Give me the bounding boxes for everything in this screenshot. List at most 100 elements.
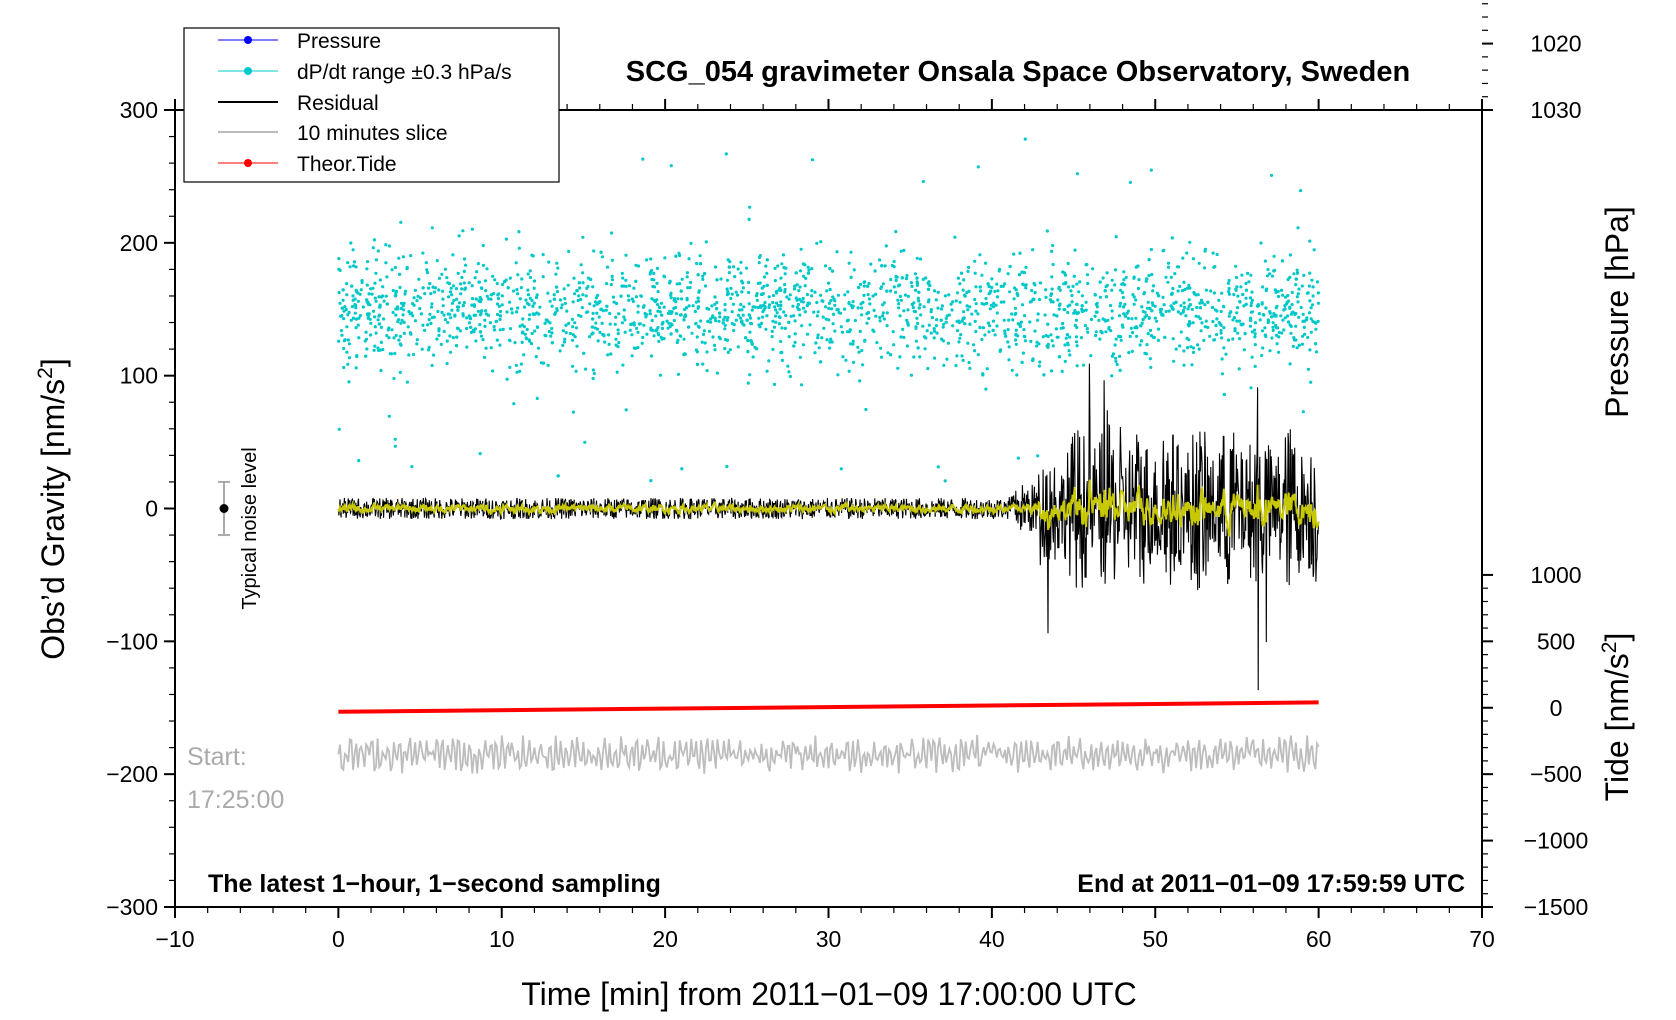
- dpdt-point: [532, 286, 536, 290]
- dpdt-point: [735, 293, 740, 297]
- dpdt-point: [967, 360, 971, 365]
- dpdt-point: [955, 354, 959, 358]
- dpdt-point: [508, 365, 512, 369]
- dpdt-point: [866, 284, 870, 288]
- dpdt-point: [425, 271, 430, 275]
- dpdt-point: [1098, 295, 1103, 299]
- dpdt-point: [558, 349, 562, 353]
- dpdt-point: [914, 288, 918, 292]
- dpdt-point: [827, 306, 831, 310]
- dpdt-point: [1197, 315, 1201, 319]
- dpdt-point: [805, 292, 810, 297]
- dpdt-point: [839, 325, 843, 329]
- dpdt-point: [669, 296, 673, 300]
- dpdt-point: [980, 273, 984, 277]
- dpdt-point: [407, 353, 411, 357]
- dpdt-point: [860, 313, 864, 317]
- dpdt-point: [356, 299, 360, 303]
- dpdt-point: [878, 319, 882, 323]
- dpdt-point: [1008, 290, 1012, 294]
- dpdt-point: [707, 329, 712, 333]
- dpdt-point: [460, 275, 464, 280]
- dpdt-point: [1188, 286, 1192, 290]
- dpdt-point: [924, 276, 928, 280]
- dpdt-point: [591, 331, 595, 335]
- dpdt-point: [685, 275, 689, 279]
- dpdt-point: [527, 303, 531, 307]
- x-tick-label: 0: [332, 926, 345, 952]
- dpdt-point: [965, 304, 969, 308]
- dpdt-point: [1014, 333, 1018, 337]
- dpdt-point: [1290, 303, 1294, 307]
- dpdt-point: [430, 305, 434, 309]
- dpdt-point: [934, 298, 938, 302]
- dpdt-point: [532, 301, 536, 305]
- dpdt-point: [1314, 327, 1318, 331]
- dpdt-point: [393, 265, 397, 270]
- dpdt-point: [546, 291, 550, 295]
- dpdt-point: [927, 298, 931, 302]
- dpdt-point: [936, 306, 940, 310]
- dpdt-point: [480, 309, 484, 313]
- dpdt-point: [836, 373, 840, 377]
- dpdt-point: [1132, 295, 1136, 299]
- dpdt-point: [830, 269, 835, 273]
- dpdt-point: [453, 313, 457, 317]
- dpdt-point: [1233, 327, 1237, 331]
- dpdt-point: [556, 474, 560, 478]
- dpdt-point: [603, 340, 607, 344]
- dpdt-point: [394, 289, 399, 293]
- dpdt-point: [385, 275, 389, 279]
- dpdt-point: [958, 300, 962, 304]
- dpdt-point: [1309, 380, 1313, 384]
- dpdt-point: [1186, 323, 1190, 327]
- dpdt-point: [1099, 329, 1103, 334]
- dpdt-point: [1236, 306, 1240, 310]
- dpdt-point: [498, 328, 502, 332]
- dpdt-point: [374, 299, 378, 303]
- dpdt-point: [1057, 355, 1061, 359]
- dpdt-point: [635, 326, 639, 330]
- dpdt-point: [703, 272, 707, 276]
- dpdt-point: [973, 349, 977, 353]
- dpdt-point: [358, 314, 362, 318]
- dpdt-point: [505, 310, 509, 314]
- dpdt-point: [765, 271, 769, 275]
- dpdt-point: [1234, 264, 1238, 268]
- dpdt-point: [593, 326, 597, 330]
- dpdt-point: [1306, 291, 1310, 295]
- dpdt-point: [524, 298, 528, 302]
- dpdt-point: [590, 325, 594, 329]
- dpdt-point: [478, 296, 482, 300]
- dpdt-point: [669, 332, 673, 336]
- dpdt-point: [342, 317, 346, 321]
- dpdt-point: [442, 313, 446, 317]
- dpdt-point: [789, 314, 793, 318]
- dpdt-point: [696, 296, 700, 300]
- sampling-note: The latest 1−hour, 1−second sampling: [208, 870, 661, 898]
- dpdt-point: [462, 257, 467, 261]
- dpdt-point: [459, 292, 463, 296]
- dpdt-point: [729, 296, 733, 301]
- dpdt-point: [889, 278, 893, 282]
- dpdt-point: [886, 351, 890, 355]
- dpdt-point: [1064, 282, 1068, 286]
- dpdt-point: [739, 302, 743, 307]
- dpdt-point: [437, 288, 441, 292]
- dpdt-point: [849, 250, 853, 254]
- dpdt-point: [1007, 318, 1011, 322]
- dpdt-point: [890, 263, 895, 268]
- dpdt-point: [1114, 337, 1118, 341]
- dpdt-point: [621, 276, 625, 280]
- dpdt-point: [1062, 271, 1067, 275]
- dpdt-point: [652, 298, 656, 302]
- dpdt-point: [1227, 278, 1231, 283]
- dpdt-point: [341, 298, 345, 302]
- dpdt-point: [340, 333, 344, 337]
- dpdt-point: [397, 338, 401, 342]
- dpdt-point: [614, 343, 618, 347]
- dpdt-point: [655, 328, 659, 332]
- dpdt-point: [412, 303, 416, 307]
- dpdt-point: [827, 281, 831, 285]
- dpdt-point: [701, 274, 705, 278]
